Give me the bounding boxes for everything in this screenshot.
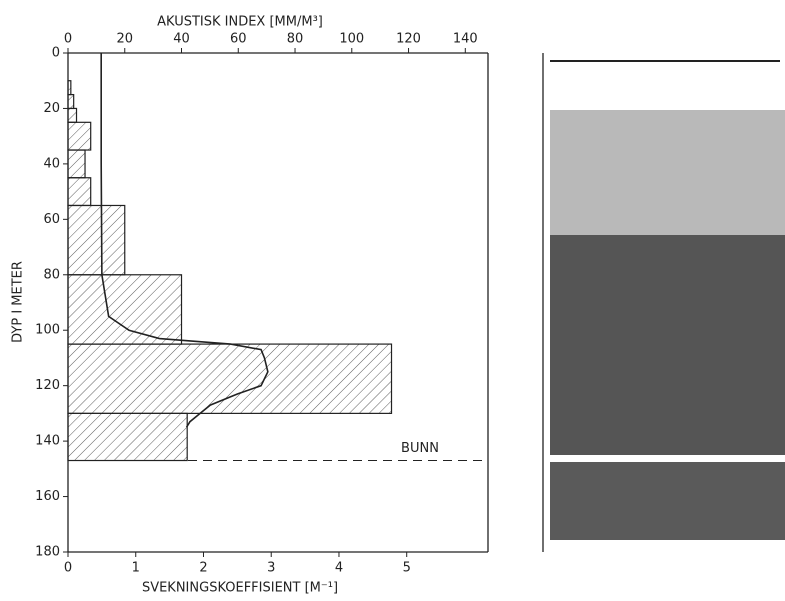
bar [68, 122, 91, 150]
x-bottom-tick-label: 0 [64, 561, 72, 576]
echo-noise [550, 110, 785, 240]
x-top-tick-label: 20 [116, 32, 133, 47]
echo-bottom [550, 462, 785, 540]
top-axis-title: AKUSTISK INDEX [MM/M³] [157, 15, 323, 30]
x-bottom-tick-label: 5 [403, 561, 411, 576]
y-axis-title: DYP I METER [11, 261, 26, 343]
x-top-tick-label: 140 [453, 32, 478, 47]
chart: AKUSTISK INDEX [MM/M³] SVEKNINGSKOEFFISI… [0, 0, 785, 601]
x-bottom-tick-label: 1 [132, 561, 140, 576]
bar [68, 178, 91, 206]
bar [68, 205, 125, 274]
y-tick-label: 20 [43, 101, 60, 116]
y-tick-label: 0 [52, 46, 60, 61]
bar [68, 150, 85, 178]
x-bottom-tick-label: 2 [199, 561, 207, 576]
y-tick-label: 80 [43, 267, 60, 282]
y-tick-label: 180 [35, 545, 60, 560]
x-bottom-tick-label: 3 [267, 561, 275, 576]
bar [68, 95, 74, 109]
y-tick-label: 100 [35, 323, 60, 338]
echogram [543, 53, 785, 552]
bar [68, 413, 187, 460]
x-top-tick-label: 100 [339, 32, 364, 47]
y-tick-label: 60 [43, 212, 60, 227]
y-tick-label: 120 [35, 378, 60, 393]
x-top-tick-label: 40 [173, 32, 190, 47]
bar [68, 275, 182, 344]
x-top-tick-label: 60 [230, 32, 247, 47]
x-top-tick-label: 80 [287, 32, 304, 47]
bar [68, 81, 71, 95]
bottom-axis-title: SVEKNINGSKOEFFISIENT [M⁻¹] [142, 581, 338, 596]
echo-layer [550, 235, 785, 455]
bar [68, 108, 77, 122]
y-tick-label: 160 [35, 489, 60, 504]
bar [68, 344, 392, 413]
y-tick-label: 140 [35, 434, 60, 449]
y-tick-label: 40 [43, 156, 60, 171]
bottom-label: BUNN [401, 441, 439, 456]
x-top-tick-label: 0 [64, 32, 72, 47]
x-top-tick-label: 120 [396, 32, 421, 47]
x-bottom-tick-label: 4 [335, 561, 343, 576]
